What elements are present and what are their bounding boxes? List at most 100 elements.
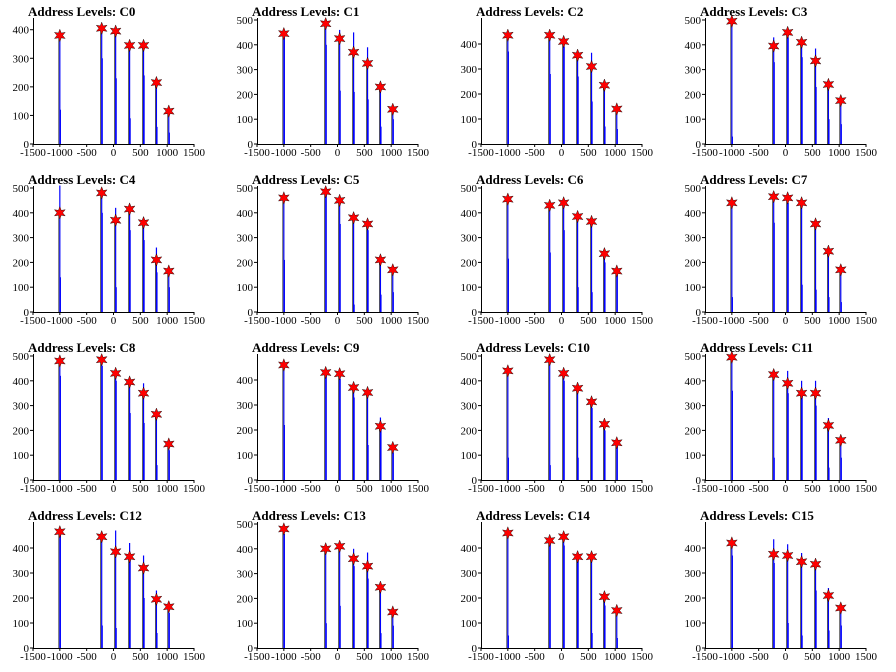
peak-marker (319, 184, 332, 199)
y-tick-label: 200 (685, 89, 702, 101)
y-tick-label: 200 (237, 257, 254, 269)
x-tick-label: -500 (301, 147, 322, 159)
y-tick-label: 300 (13, 233, 30, 245)
y-tick-label: 200 (461, 89, 478, 101)
x-tick-label: 500 (356, 483, 373, 495)
peak-marker (725, 536, 738, 550)
peak-marker (277, 191, 290, 205)
x-tick-label: 500 (804, 483, 821, 495)
x-tick-label: -500 (77, 315, 98, 327)
x-tick-label: 500 (804, 147, 821, 159)
x-tick-label: 0 (111, 147, 117, 159)
peak-marker (386, 102, 399, 117)
x-tick-label: 1000 (604, 483, 627, 495)
chart-title: Address Levels: C8 (28, 340, 136, 355)
chart-panel: Address Levels: C10 -1500 -1000 -500 0 500 100… (448, 336, 672, 504)
peak-marker (137, 561, 150, 575)
peak-marker (781, 548, 794, 563)
x-tick-label: 1500 (631, 651, 654, 663)
plot-area: -1500 -1000 -500 0 500 1000 1500 0 100 200 300 400 (13, 522, 206, 663)
y-tick-label: 100 (237, 282, 254, 294)
y-tick-label: 500 (685, 15, 702, 27)
x-tick-label: -1000 (47, 483, 73, 495)
y-tick-label: 0 (248, 139, 254, 151)
peak-marker (361, 385, 374, 400)
x-tick-label: -500 (749, 651, 770, 663)
peak-marker (610, 436, 623, 450)
peak-marker (543, 198, 556, 213)
y-tick-label: 100 (13, 618, 30, 630)
chart-title: Address Levels: C4 (28, 172, 136, 187)
peak-marker (571, 381, 584, 396)
y-tick-label: 0 (24, 139, 30, 151)
peak-marker (386, 440, 399, 455)
x-tick-label: 1000 (156, 483, 179, 495)
x-tick-label: 500 (804, 651, 821, 663)
peak-marker (610, 264, 623, 278)
x-tick-label: 1000 (156, 651, 179, 663)
peak-marker (598, 589, 611, 604)
peak-marker (822, 588, 835, 603)
y-tick-label: 0 (696, 475, 702, 487)
chart-panel: Address Levels: C0 -1500 -1000 -500 0 500 1000… (0, 0, 224, 168)
x-tick-label: 1500 (183, 483, 206, 495)
y-tick-label: 300 (461, 568, 478, 580)
x-tick-label: -1000 (495, 315, 521, 327)
peak-marker (137, 38, 150, 53)
x-tick-label: -1500 (468, 315, 494, 327)
y-tick-label: 400 (461, 376, 478, 388)
plot-area: -1500 -1000 -500 0 500 1000 1500 0 100 200 300 400 5… (685, 14, 878, 159)
x-tick-label: 0 (111, 651, 117, 663)
x-tick-label: 0 (559, 651, 565, 663)
x-tick-label: 1500 (183, 651, 206, 663)
peak-marker (767, 367, 780, 382)
peak-marker (347, 45, 360, 60)
chart-title: Address Levels: C13 (252, 508, 366, 523)
chart-panel: Address Levels: C4 -1500 -1000 -500 0 500 1000… (0, 168, 224, 336)
y-tick-label: 300 (685, 233, 702, 245)
x-tick-label: 500 (580, 483, 597, 495)
peak-marker (109, 213, 122, 228)
chart-title: Address Levels: C6 (476, 172, 584, 187)
x-tick-label: 0 (783, 315, 789, 327)
peak-marker (767, 39, 780, 53)
y-tick-label: 300 (13, 401, 30, 413)
chart-panel: Address Levels: C13 -1500 -1000 -500 0 500 100… (224, 504, 448, 672)
peak-marker (781, 376, 794, 391)
y-tick-label: 200 (13, 425, 30, 437)
x-tick-label: -1500 (692, 483, 718, 495)
x-tick-label: -1500 (468, 147, 494, 159)
chart-panel: Address Levels: C14 -1500 -1000 -500 0 500 100… (448, 504, 672, 672)
x-tick-label: 1500 (855, 147, 878, 159)
y-tick-label: 0 (248, 643, 254, 655)
y-tick-label: 100 (237, 450, 254, 462)
x-tick-label: -1000 (719, 147, 745, 159)
y-tick-label: 500 (13, 183, 30, 195)
x-tick-label: -1000 (271, 651, 297, 663)
peak-marker (557, 366, 570, 381)
peak-marker (95, 21, 108, 36)
chart-title: Address Levels: C7 (700, 172, 808, 187)
x-tick-label: 500 (356, 147, 373, 159)
plot-area: -1500 -1000 -500 0 500 1000 1500 0 100 200 300 400 5… (237, 15, 430, 159)
peak-marker (123, 375, 136, 389)
y-tick-label: 200 (461, 257, 478, 269)
chart-title: Address Levels: C10 (476, 340, 590, 355)
x-tick-label: 1000 (156, 315, 179, 327)
x-tick-label: -1500 (20, 147, 46, 159)
x-tick-label: -500 (749, 315, 770, 327)
y-tick-label: 400 (461, 543, 478, 555)
y-tick-label: 100 (461, 618, 478, 630)
chart-panel: Address Levels: C6 -1500 -1000 -500 0 500 1000… (448, 168, 672, 336)
peak-marker (162, 104, 175, 118)
y-tick-label: 400 (685, 40, 702, 52)
peak-marker (598, 78, 611, 93)
x-tick-label: 1500 (631, 483, 654, 495)
peak-marker (725, 196, 738, 210)
peak-marker (53, 524, 66, 539)
chart-panel: Address Levels: C11 -1500 -1000 -500 0 500 100… (672, 336, 896, 504)
x-tick-label: 500 (804, 315, 821, 327)
y-tick-label: 300 (237, 569, 254, 581)
y-tick-label: 0 (248, 475, 254, 487)
peak-marker (501, 28, 514, 43)
